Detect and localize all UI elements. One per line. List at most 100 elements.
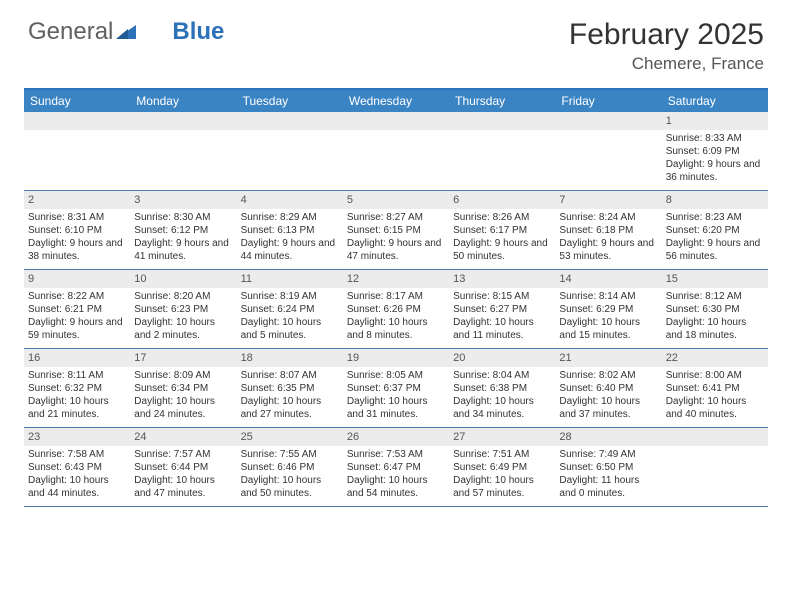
calendar-day: 26Sunrise: 7:53 AMSunset: 6:47 PMDayligh… (343, 428, 449, 506)
daylight-line: Daylight: 9 hours and 50 minutes. (453, 237, 551, 263)
calendar-day: 1Sunrise: 8:33 AMSunset: 6:09 PMDaylight… (662, 112, 768, 190)
month-title: February 2025 (569, 18, 764, 52)
day-body: Sunrise: 8:19 AMSunset: 6:24 PMDaylight:… (237, 288, 343, 346)
day-body: Sunrise: 7:51 AMSunset: 6:49 PMDaylight:… (449, 446, 555, 504)
sunrise-line: Sunrise: 8:26 AM (453, 211, 551, 224)
day-number: 18 (237, 349, 343, 367)
brand-part1: General (28, 18, 113, 46)
sunrise-line: Sunrise: 8:04 AM (453, 369, 551, 382)
brand-logo: General Blue (28, 18, 224, 46)
sunset-line: Sunset: 6:44 PM (134, 461, 232, 474)
weekday-header-row: SundayMondayTuesdayWednesdayThursdayFrid… (24, 90, 768, 112)
calendar-day: 9Sunrise: 8:22 AMSunset: 6:21 PMDaylight… (24, 270, 130, 348)
day-number: 22 (662, 349, 768, 367)
weekday-header: Monday (130, 90, 236, 112)
day-number: 10 (130, 270, 236, 288)
sunrise-line: Sunrise: 8:12 AM (666, 290, 764, 303)
sunset-line: Sunset: 6:27 PM (453, 303, 551, 316)
brand-part2: Blue (172, 18, 224, 46)
day-number: 16 (24, 349, 130, 367)
sunset-line: Sunset: 6:12 PM (134, 224, 232, 237)
sunrise-line: Sunrise: 8:09 AM (134, 369, 232, 382)
day-body: Sunrise: 7:53 AMSunset: 6:47 PMDaylight:… (343, 446, 449, 504)
sunset-line: Sunset: 6:43 PM (28, 461, 126, 474)
sunrise-line: Sunrise: 8:33 AM (666, 132, 764, 145)
calendar-day (130, 112, 236, 190)
day-number: 23 (24, 428, 130, 446)
daylight-line: Daylight: 10 hours and 44 minutes. (28, 474, 126, 500)
daylight-line: Daylight: 11 hours and 0 minutes. (559, 474, 657, 500)
day-number (662, 428, 768, 446)
sunset-line: Sunset: 6:26 PM (347, 303, 445, 316)
calendar-day: 6Sunrise: 8:26 AMSunset: 6:17 PMDaylight… (449, 191, 555, 269)
sunset-line: Sunset: 6:10 PM (28, 224, 126, 237)
sunset-line: Sunset: 6:13 PM (241, 224, 339, 237)
day-number: 19 (343, 349, 449, 367)
sunrise-line: Sunrise: 8:14 AM (559, 290, 657, 303)
calendar-day: 23Sunrise: 7:58 AMSunset: 6:43 PMDayligh… (24, 428, 130, 506)
calendar-day (343, 112, 449, 190)
day-body: Sunrise: 8:29 AMSunset: 6:13 PMDaylight:… (237, 209, 343, 267)
calendar-day: 27Sunrise: 7:51 AMSunset: 6:49 PMDayligh… (449, 428, 555, 506)
calendar-grid: 1Sunrise: 8:33 AMSunset: 6:09 PMDaylight… (24, 112, 768, 507)
daylight-line: Daylight: 9 hours and 47 minutes. (347, 237, 445, 263)
daylight-line: Daylight: 10 hours and 27 minutes. (241, 395, 339, 421)
sunset-line: Sunset: 6:24 PM (241, 303, 339, 316)
sunrise-line: Sunrise: 8:15 AM (453, 290, 551, 303)
sunset-line: Sunset: 6:50 PM (559, 461, 657, 474)
weekday-header: Tuesday (237, 90, 343, 112)
daylight-line: Daylight: 9 hours and 36 minutes. (666, 158, 764, 184)
calendar-week: 1Sunrise: 8:33 AMSunset: 6:09 PMDaylight… (24, 112, 768, 191)
day-number: 24 (130, 428, 236, 446)
sunrise-line: Sunrise: 8:24 AM (559, 211, 657, 224)
daylight-line: Daylight: 10 hours and 54 minutes. (347, 474, 445, 500)
sunset-line: Sunset: 6:34 PM (134, 382, 232, 395)
day-body: Sunrise: 8:26 AMSunset: 6:17 PMDaylight:… (449, 209, 555, 267)
calendar-day: 10Sunrise: 8:20 AMSunset: 6:23 PMDayligh… (130, 270, 236, 348)
sunrise-line: Sunrise: 8:00 AM (666, 369, 764, 382)
day-number: 21 (555, 349, 661, 367)
day-body: Sunrise: 8:33 AMSunset: 6:09 PMDaylight:… (662, 130, 768, 188)
sunrise-line: Sunrise: 8:20 AM (134, 290, 232, 303)
day-number: 12 (343, 270, 449, 288)
calendar-day: 20Sunrise: 8:04 AMSunset: 6:38 PMDayligh… (449, 349, 555, 427)
day-body: Sunrise: 8:05 AMSunset: 6:37 PMDaylight:… (343, 367, 449, 425)
sunset-line: Sunset: 6:29 PM (559, 303, 657, 316)
day-body: Sunrise: 8:24 AMSunset: 6:18 PMDaylight:… (555, 209, 661, 267)
sunrise-line: Sunrise: 8:23 AM (666, 211, 764, 224)
sunset-line: Sunset: 6:35 PM (241, 382, 339, 395)
calendar-day: 12Sunrise: 8:17 AMSunset: 6:26 PMDayligh… (343, 270, 449, 348)
calendar-day: 28Sunrise: 7:49 AMSunset: 6:50 PMDayligh… (555, 428, 661, 506)
sunrise-line: Sunrise: 7:53 AM (347, 448, 445, 461)
calendar-week: 23Sunrise: 7:58 AMSunset: 6:43 PMDayligh… (24, 428, 768, 507)
calendar-day: 5Sunrise: 8:27 AMSunset: 6:15 PMDaylight… (343, 191, 449, 269)
calendar: SundayMondayTuesdayWednesdayThursdayFrid… (24, 88, 768, 507)
day-number: 5 (343, 191, 449, 209)
calendar-day: 14Sunrise: 8:14 AMSunset: 6:29 PMDayligh… (555, 270, 661, 348)
calendar-day: 22Sunrise: 8:00 AMSunset: 6:41 PMDayligh… (662, 349, 768, 427)
sunrise-line: Sunrise: 8:31 AM (28, 211, 126, 224)
sunset-line: Sunset: 6:40 PM (559, 382, 657, 395)
daylight-line: Daylight: 10 hours and 5 minutes. (241, 316, 339, 342)
sunrise-line: Sunrise: 8:29 AM (241, 211, 339, 224)
day-number: 11 (237, 270, 343, 288)
day-number: 4 (237, 191, 343, 209)
day-body: Sunrise: 8:07 AMSunset: 6:35 PMDaylight:… (237, 367, 343, 425)
daylight-line: Daylight: 10 hours and 47 minutes. (134, 474, 232, 500)
daylight-line: Daylight: 10 hours and 18 minutes. (666, 316, 764, 342)
day-number: 28 (555, 428, 661, 446)
weekday-header: Friday (555, 90, 661, 112)
day-number (449, 112, 555, 130)
sunset-line: Sunset: 6:09 PM (666, 145, 764, 158)
calendar-day: 25Sunrise: 7:55 AMSunset: 6:46 PMDayligh… (237, 428, 343, 506)
daylight-line: Daylight: 10 hours and 21 minutes. (28, 395, 126, 421)
location-label: Chemere, France (569, 54, 764, 74)
day-body: Sunrise: 8:23 AMSunset: 6:20 PMDaylight:… (662, 209, 768, 267)
daylight-line: Daylight: 10 hours and 15 minutes. (559, 316, 657, 342)
daylight-line: Daylight: 9 hours and 38 minutes. (28, 237, 126, 263)
day-number (343, 112, 449, 130)
calendar-week: 16Sunrise: 8:11 AMSunset: 6:32 PMDayligh… (24, 349, 768, 428)
day-body: Sunrise: 8:12 AMSunset: 6:30 PMDaylight:… (662, 288, 768, 346)
sunrise-line: Sunrise: 8:05 AM (347, 369, 445, 382)
sunset-line: Sunset: 6:41 PM (666, 382, 764, 395)
